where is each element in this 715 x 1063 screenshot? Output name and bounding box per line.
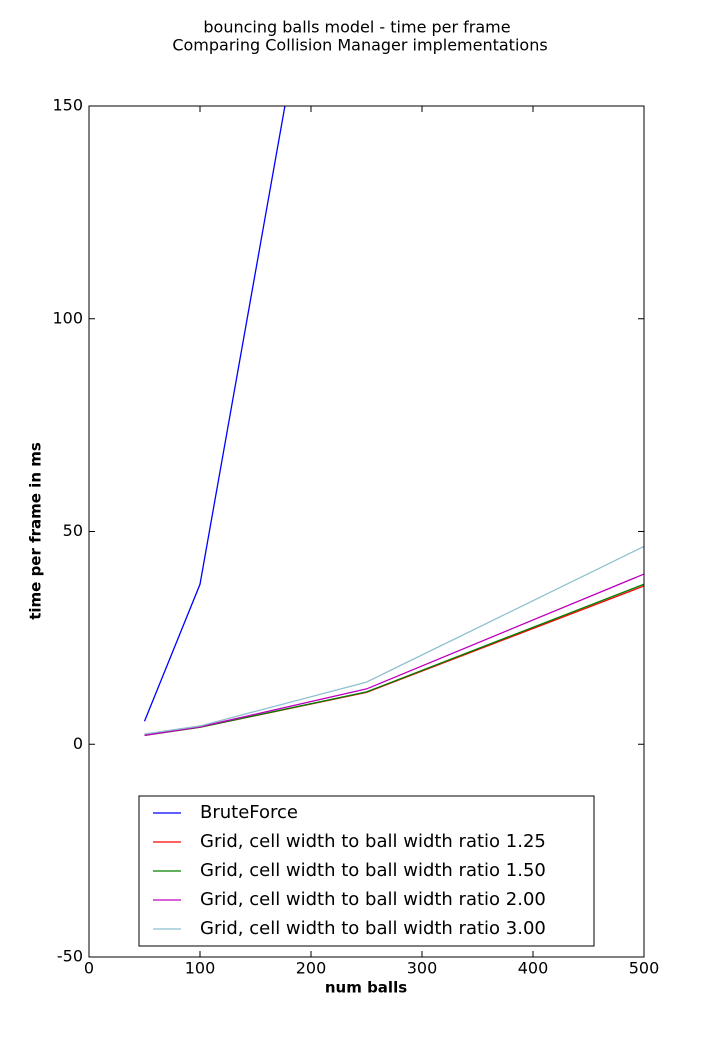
legend-label: Grid, cell width to ball width ratio 2.0…: [200, 889, 546, 910]
y-tick-label: 0: [73, 734, 83, 753]
plot-frame: [88, 105, 645, 958]
x-tick-label: 400: [518, 959, 549, 978]
chart-subtitle: Comparing Collision Manager implementati…: [172, 36, 547, 55]
legend-label: Grid, cell width to ball width ratio 1.5…: [200, 860, 546, 881]
x-axis-label: num balls: [325, 979, 407, 997]
x-tick-label: 0: [84, 959, 94, 978]
y-tick-label: 100: [52, 308, 83, 327]
legend-label: BruteForce: [200, 802, 298, 823]
x-tick-label: 300: [407, 959, 438, 978]
legend-label: Grid, cell width to ball width ratio 1.2…: [200, 831, 546, 852]
x-tick-label: 200: [296, 959, 327, 978]
y-axis-label: time per frame in ms: [27, 442, 45, 620]
series-line: [144, 545, 644, 735]
series-line: [143, 106, 286, 722]
series-line: [144, 573, 644, 736]
series-group: [143, 106, 644, 736]
x-tick-label: 500: [629, 959, 660, 978]
legend-box: [138, 795, 595, 947]
y-tick-label: 150: [52, 96, 83, 115]
y-tick-label: -50: [57, 947, 83, 966]
y-tick-label: 50: [63, 521, 83, 540]
chart-title: bouncing balls model - time per frame: [203, 18, 510, 37]
x-tick-label: 100: [185, 959, 216, 978]
legend-label: Grid, cell width to ball width ratio 3.0…: [200, 918, 546, 939]
